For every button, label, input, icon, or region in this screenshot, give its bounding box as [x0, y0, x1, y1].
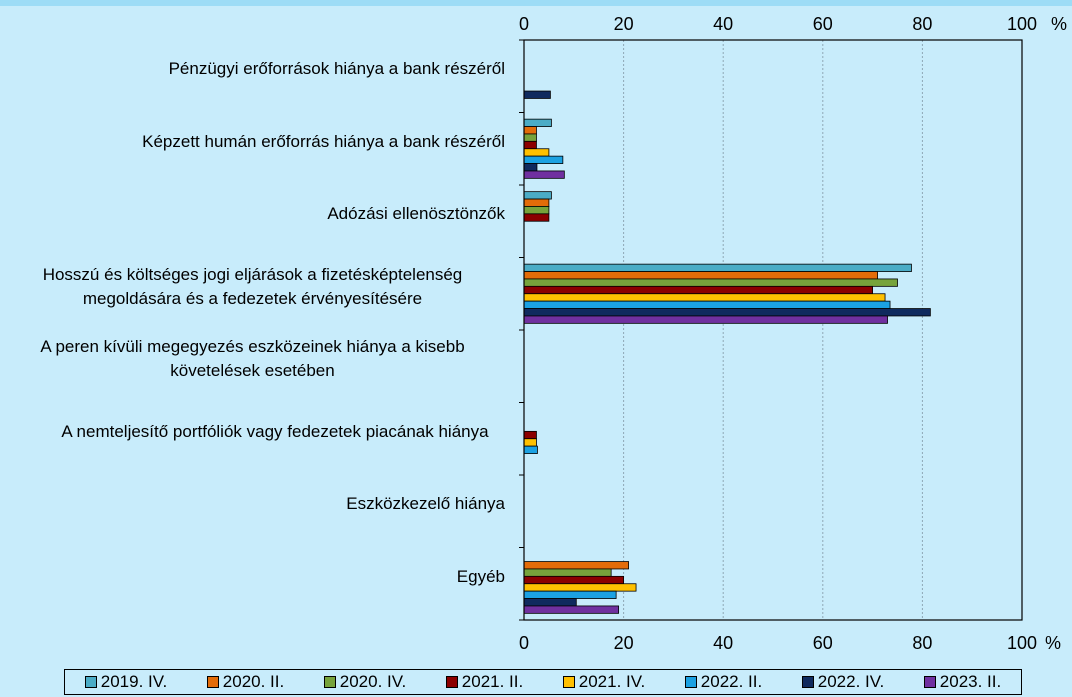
category-label: Adózási ellenösztönzők	[327, 204, 505, 223]
legend-item: 2021. IV.	[562, 672, 646, 692]
bar	[523, 293, 886, 302]
bar	[523, 278, 898, 287]
bar	[523, 605, 620, 614]
x-unit-top: %	[1051, 14, 1067, 34]
x-tick-label-top: 0	[519, 14, 529, 34]
bar	[523, 191, 552, 200]
legend: 2019. IV. 2020. II. 2020. IV. 2021. II. 2021…	[64, 669, 1022, 695]
legend-item: 2022. IV.	[801, 672, 885, 692]
bar	[523, 140, 537, 150]
bar	[523, 308, 931, 317]
legend-item: 2022. II.	[684, 672, 763, 692]
bar	[523, 118, 552, 127]
legend-swatch	[801, 676, 814, 688]
legend-label: 2019. IV.	[100, 672, 168, 691]
legend-swatch	[206, 676, 219, 688]
legend-swatch	[323, 676, 336, 688]
x-tick-label-bottom: 40	[713, 633, 733, 653]
bar	[523, 300, 891, 309]
bar	[523, 598, 577, 607]
x-tick-label-top: 80	[912, 14, 932, 34]
bar	[523, 206, 550, 215]
legend-swatch	[84, 676, 97, 688]
bar	[523, 263, 912, 272]
bar	[523, 213, 550, 222]
legend-item: 2020. IV.	[323, 672, 407, 692]
legend-label: 2022. IV.	[817, 672, 885, 691]
legend-label: 2020. II.	[222, 672, 285, 691]
category-label: A peren kívüli megegyezés eszközeinek hi…	[40, 337, 465, 380]
bar	[523, 90, 551, 99]
bar	[523, 561, 629, 570]
x-tick-label-bottom: 80	[912, 633, 932, 653]
legend-item: 2020. II.	[206, 672, 285, 692]
x-tick-label-bottom: 0	[519, 633, 529, 653]
bar	[523, 163, 538, 172]
x-tick-label-bottom: 20	[614, 633, 634, 653]
legend-item: 2023. II.	[923, 672, 1002, 692]
legend-swatch	[923, 676, 936, 688]
bar	[523, 285, 874, 295]
x-tick-label-bottom: 60	[813, 633, 833, 653]
bar	[523, 438, 537, 447]
bar	[523, 271, 878, 280]
bar	[523, 155, 564, 164]
x-unit-bottom: %	[1045, 633, 1061, 653]
x-tick-label-top: 20	[614, 14, 634, 34]
legend-swatch	[562, 676, 575, 688]
category-label: Hosszú és költséges jogi eljárások a fiz…	[42, 264, 463, 308]
legend-swatch	[684, 676, 697, 688]
x-tick-label-bottom: 100	[1007, 633, 1037, 653]
x-tick-label-top: 100	[1007, 14, 1037, 34]
legend-label: 2020. IV.	[339, 672, 407, 691]
x-tick-label-top: 60	[813, 14, 833, 34]
bar	[523, 198, 550, 207]
legend-item: 2019. IV.	[84, 672, 168, 692]
legend-label: 2022. II.	[700, 672, 763, 691]
bar	[523, 133, 537, 142]
x-tick-label-top: 40	[713, 14, 733, 34]
bar	[523, 170, 565, 179]
legend-swatch	[445, 676, 458, 688]
bar	[523, 590, 617, 599]
category-label: A nemteljesítő portfóliók vagy fedezetek…	[61, 421, 489, 441]
legend-label: 2021. II.	[461, 672, 524, 691]
bar	[523, 568, 612, 577]
bar	[523, 583, 637, 592]
legend-item: 2021. II.	[445, 672, 524, 692]
legend-label: 2021. IV.	[578, 672, 646, 691]
bar	[523, 430, 537, 440]
category-label: Pénzügyi erőforrások hiánya a bank részé…	[168, 59, 505, 78]
bar	[523, 126, 537, 135]
category-label: Eszközkezelő hiánya	[346, 494, 505, 513]
bar	[523, 148, 550, 157]
category-label: Egyéb	[456, 566, 505, 586]
top-strip	[0, 0, 1072, 6]
bar	[523, 575, 624, 585]
bar	[523, 445, 538, 454]
plot-area	[524, 40, 1022, 620]
legend-label: 2023. II.	[939, 672, 1002, 691]
category-label: Képzett humán erőforrás hiánya a bank ré…	[142, 131, 505, 151]
bar	[523, 315, 888, 324]
bar-chart: 0 0 20 20 40 40 60 60 80 80 100 100%%	[519, 14, 1067, 653]
